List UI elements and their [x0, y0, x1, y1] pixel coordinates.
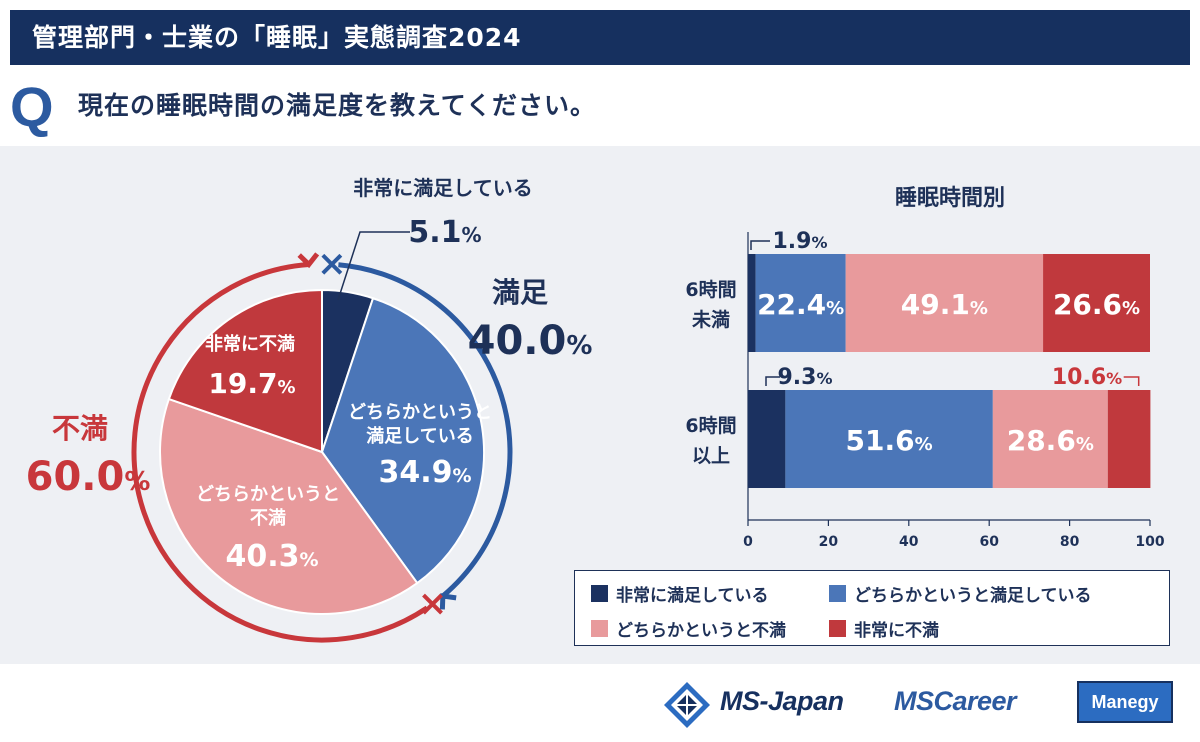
bar-value-1-very-satisfied: 9.3%: [777, 365, 832, 390]
bar-category-label-0-line-0: 6時間: [685, 279, 736, 301]
group-value-dissatisfied: 60.0%: [26, 454, 151, 500]
dissatisfied-arrowhead-icon: [297, 252, 320, 269]
bar-segment-0-somewhat-satisfied: [755, 254, 846, 352]
bar-x-tick-label-80: 80: [1060, 534, 1080, 550]
pie-slice-somewhat-dissatisfied: [159, 397, 419, 615]
group-value-satisfied: 40.0%: [468, 318, 593, 364]
question-mark: Q: [10, 75, 54, 138]
pie-slice-very-dissatisfied: [167, 288, 323, 454]
pie-label-somewhat-satisfied-line-1: 満足している: [366, 425, 473, 447]
legend-label-somewhat-dissatisfied: どちらかというと不満: [616, 621, 786, 641]
bar-callout-line-0-very-satisfied: [750, 240, 770, 250]
ms-career-logo: MSCareer: [894, 686, 1017, 716]
satisfied-arrowhead-icon-shape: [439, 593, 457, 610]
group-label-dissatisfied: 不満: [52, 412, 108, 445]
footer-logos: MS-Japan MSCareer Manegy: [662, 676, 1182, 732]
bar-x-tick-label-20: 20: [819, 534, 839, 550]
question-text: 現在の睡眠時間の満足度を教えてください。: [78, 91, 597, 120]
bar-callout-line-1-very-satisfied: [765, 376, 780, 386]
bar-x-tick-label-60: 60: [979, 534, 999, 550]
dissatisfied-arrowhead-icon-shape: [297, 252, 320, 269]
pie-slice-somewhat-satisfied: [320, 296, 485, 585]
bar-x-tick-label-100: 100: [1135, 534, 1164, 550]
bar-value-0-somewhat-satisfied: 22.4%: [757, 288, 844, 321]
bar-value-1-somewhat-dissatisfied: 28.6%: [1007, 424, 1094, 457]
pie-value-very-satisfied: 5.1%: [408, 215, 481, 250]
bar-segment-1-somewhat-satisfied: [785, 390, 993, 488]
manegy-logo: Manegy: [1077, 681, 1173, 723]
group-label-satisfied: 満足: [492, 276, 548, 309]
bar-segment-0-very-dissatisfied: [1043, 254, 1150, 352]
legend-swatch-very-satisfied: [591, 585, 608, 602]
pie-value-somewhat-satisfied: 34.9%: [378, 455, 471, 490]
bar-value-1-somewhat-satisfied: 51.6%: [846, 424, 933, 457]
ms-japan-logo: MS-Japan: [720, 686, 844, 716]
bar-segment-1-somewhat-dissatisfied: [992, 390, 1108, 488]
legend-item-very-dissatisfied: 非常に不満: [829, 616, 939, 641]
legend-item-somewhat-satisfied: どちらかというと満足している: [829, 581, 1092, 606]
legend-item-somewhat-dissatisfied: どちらかというと不満: [591, 616, 786, 641]
pie-value-very-dissatisfied: 19.7%: [208, 367, 295, 400]
legend-item-very-satisfied: 非常に満足している: [591, 581, 769, 606]
bar-category-label-0-line-1: 未満: [691, 308, 730, 331]
bar-category-label-1-line-1: 以上: [692, 445, 730, 467]
ms-japan-logo-mark-icon: [664, 682, 710, 728]
bar-value-0-very-satisfied: 1.9%: [772, 229, 827, 254]
bar-category-label-1-line-0: 6時間: [685, 415, 736, 437]
dissatisfied-group-arc: [131, 261, 429, 643]
legend-swatch-somewhat-dissatisfied: [591, 620, 608, 637]
pie-label-very-satisfied: 非常に満足している: [353, 176, 532, 200]
very-satisfied-leader-line: [337, 231, 410, 301]
pie-label-somewhat-dissatisfied-line-1: 不満: [250, 507, 286, 529]
satisfied-arrowhead-icon: [439, 593, 457, 610]
legend-label-somewhat-satisfied: どちらかというと満足している: [854, 586, 1092, 606]
bar-chart-title: 睡眠時間別: [895, 186, 1005, 211]
legend-label-very-dissatisfied: 非常に不満: [854, 621, 939, 641]
bar-segment-0-very-satisfied: [748, 254, 756, 352]
legend-swatch-somewhat-satisfied: [829, 585, 846, 602]
header-title: 管理部門・士業の「睡眠」実態調査2024: [32, 23, 522, 52]
bar-callout-line-1-very-dissatisfied: [1123, 376, 1140, 386]
bar-value-1-very-dissatisfied: 10.6%: [1052, 365, 1122, 390]
pie-label-somewhat-dissatisfied-line-0: どちらかというと: [196, 484, 340, 505]
pie-value-somewhat-dissatisfied: 40.3%: [225, 539, 318, 574]
legend: 非常に満足している どちらかというと満足している どちらかというと不満 非常に不…: [574, 570, 1170, 646]
satisfied-group-arc: [338, 262, 513, 598]
bar-value-0-very-dissatisfied: 26.6%: [1053, 288, 1140, 321]
bar-segment-1-very-satisfied: [748, 390, 786, 488]
bar-segment-0-somewhat-dissatisfied: [845, 254, 1044, 352]
pie-label-somewhat-satisfied-line-0: どちらかというと: [348, 402, 492, 423]
bar-value-0-somewhat-dissatisfied: 49.1%: [901, 288, 988, 321]
bar-segment-1-very-dissatisfied: [1107, 390, 1151, 488]
legend-label-very-satisfied: 非常に満足している: [616, 586, 769, 606]
bar-x-tick-label-0: 0: [743, 534, 753, 550]
bar-x-tick-label-40: 40: [899, 534, 919, 550]
pie-label-very-dissatisfied: 非常に不満: [205, 333, 295, 355]
satisfied-arc-start-cross-icon: [321, 253, 343, 275]
dissatisfied-arc-start-cross-icon: [422, 593, 443, 615]
page-header: 管理部門・士業の「睡眠」実態調査2024: [10, 10, 1190, 65]
legend-swatch-very-dissatisfied: [829, 620, 846, 637]
